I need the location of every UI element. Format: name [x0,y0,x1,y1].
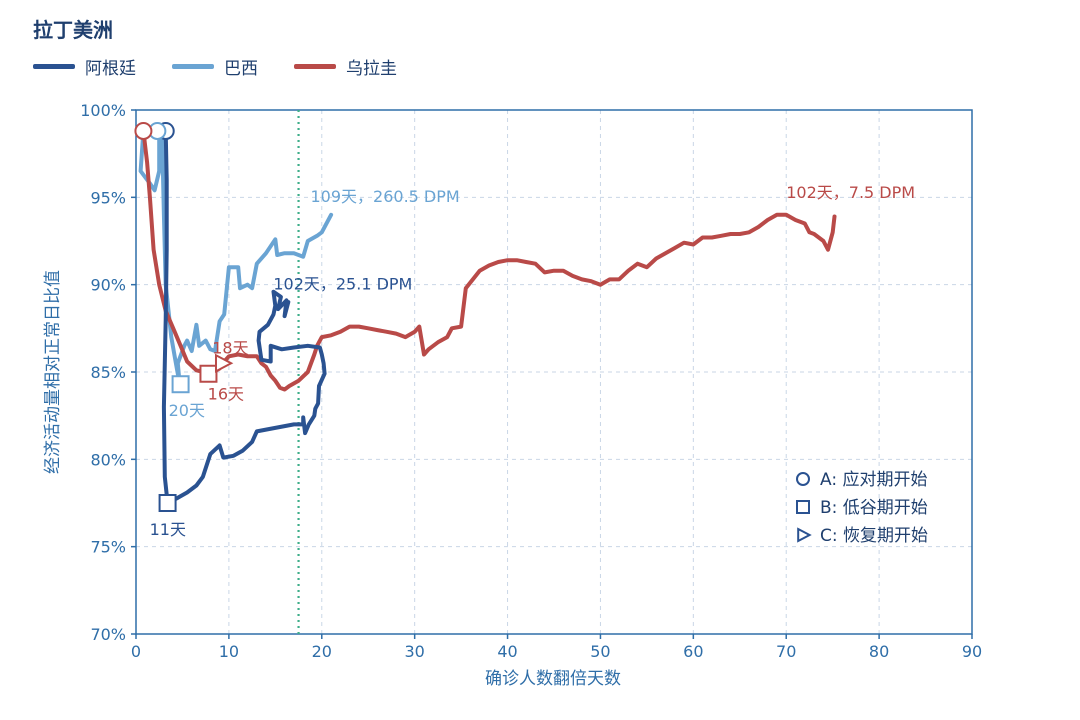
marker-square [158,494,177,512]
key-shape-circle [796,472,810,486]
y-tick-label: 80% [90,450,126,469]
y-tick-label: 95% [90,188,126,207]
legend-label-uruguay: 乌拉圭 [346,58,397,79]
marker-key: A: 应对期开始 B: 低谷期开始 C: 恢复期开始 [796,470,928,546]
marker-circle [134,121,153,140]
annotation-group: 11天 102天，25.1 DPM 20天 109天，260.5 DPM 16天 18天 1… [150,183,915,539]
y-tick-label: 90% [90,276,126,295]
legend-item-argentina: 阿根廷 [33,54,136,79]
x-tick-label: 60 [683,642,703,661]
annotation-label: 11天 [150,520,186,539]
annotation-label: 16天 [208,385,244,404]
legend: 阿根廷 巴西 乌拉圭 [33,54,433,79]
x-tick-label: 0 [131,642,141,661]
key-shape-triangle [797,527,812,543]
legend-item-brazil: 巴西 [172,54,258,79]
y-axis-label: 经济活动量相对正常日比值 [43,270,63,474]
series-line-0 [161,129,327,505]
chart-title: 拉丁美洲 [33,18,113,42]
series-line-1 [138,129,334,387]
key-label: B: 低谷期开始 [820,498,928,518]
marker-group [134,121,234,512]
x-tick-label: 40 [497,642,517,661]
x-tick-label: 50 [590,642,610,661]
x-tick-label: 20 [312,642,332,661]
series-group [138,129,837,505]
x-tick-label: 90 [962,642,982,661]
key-label: C: 恢复期开始 [820,526,928,546]
key-shape-square [796,500,810,514]
x-axis-label: 确诊人数翻倍天数 [485,669,621,689]
y-tick-label: 75% [90,538,126,557]
legend-swatch-argentina [33,63,75,69]
x-tick-label: 10 [219,642,239,661]
legend-item-uruguay: 乌拉圭 [294,54,397,79]
y-tick-label: 85% [90,363,126,382]
key-label: A: 应对期开始 [820,470,927,490]
legend-swatch-uruguay [294,63,336,69]
legend-swatch-brazil [172,63,214,69]
legend-label-brazil: 巴西 [224,58,258,79]
legend-label-argentina: 阿根廷 [85,58,136,79]
annotation-label: 102天，25.1 DPM [273,274,412,293]
x-tick-label: 30 [404,642,424,661]
y-tick-label: 70% [90,625,126,644]
y-tick-label: 100% [80,101,126,120]
tick-labels: 0 10 20 30 40 50 60 70 80 90 70% 75% 80% 85% 90% 95% 100… [80,101,982,661]
annotation-label: 20天 [169,401,205,420]
x-tick-label: 80 [869,642,889,661]
annotation-label: 109天，260.5 DPM [310,187,459,206]
marker-square [199,364,218,383]
marker-triangle [214,353,234,373]
annotation-label: 102天，7.5 DPM [786,183,915,202]
marker-square [171,375,190,394]
x-tick-label: 70 [776,642,796,661]
annotation-label: 18天 [212,339,248,358]
series-line-2 [141,129,837,392]
